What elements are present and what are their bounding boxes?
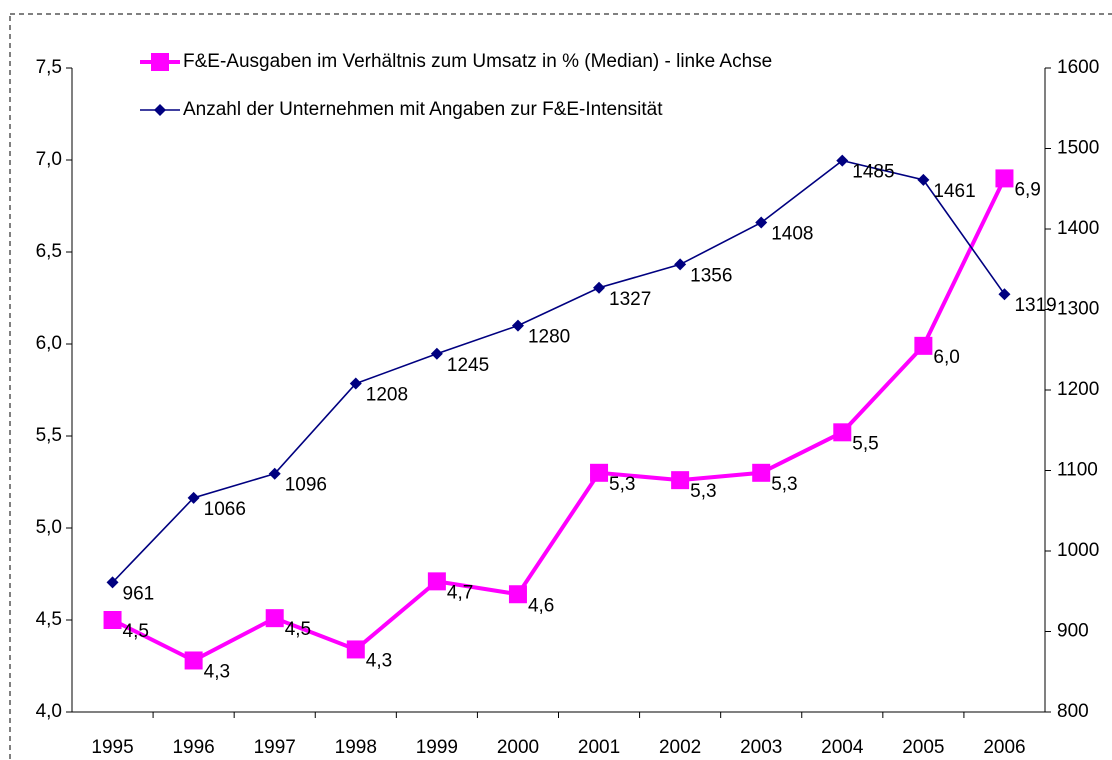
data-label: 6,9: [1014, 179, 1040, 200]
marker: [265, 609, 284, 628]
marker: [833, 423, 852, 442]
data-label: 1356: [690, 265, 732, 286]
y2-tick-label: 1300: [1057, 299, 1099, 320]
marker: [917, 173, 930, 186]
data-label: 1408: [771, 224, 813, 245]
marker: [914, 336, 933, 355]
marker: [590, 463, 609, 482]
marker: [106, 576, 119, 589]
data-label: 5,3: [609, 474, 635, 495]
y-tick-label: 5,0: [36, 517, 62, 538]
legend-marker: [154, 104, 166, 116]
y2-tick-label: 1000: [1057, 540, 1099, 561]
x-tick-label: 2002: [659, 737, 701, 758]
marker: [511, 319, 524, 332]
y2-tick-label: 900: [1057, 621, 1089, 642]
marker: [346, 640, 365, 659]
marker: [427, 572, 446, 591]
legend-marker: [151, 53, 169, 71]
y-tick-label: 7,0: [36, 149, 62, 170]
marker: [187, 491, 200, 504]
x-tick-label: 2001: [578, 737, 620, 758]
marker: [755, 216, 768, 229]
chart-border: [9, 13, 1112, 760]
marker: [836, 154, 849, 167]
data-label: 1461: [933, 181, 975, 202]
y-tick-label: 5,5: [36, 425, 62, 446]
x-tick-label: 2000: [497, 737, 539, 758]
data-label: 1208: [366, 385, 408, 406]
data-label: 5,3: [690, 481, 716, 502]
data-label: 1245: [447, 355, 489, 376]
data-label: 6,0: [933, 347, 959, 368]
marker: [508, 585, 527, 604]
data-label: 4,5: [123, 621, 149, 642]
data-label: 1319: [1014, 295, 1056, 316]
data-label: 5,3: [771, 474, 797, 495]
x-tick-label: 2006: [983, 737, 1025, 758]
y2-tick-label: 1600: [1057, 57, 1099, 78]
marker: [995, 169, 1014, 188]
data-label: 1280: [528, 327, 570, 348]
y2-tick-label: 800: [1057, 701, 1089, 722]
y2-tick-label: 1100: [1057, 460, 1098, 481]
x-tick-label: 2004: [821, 737, 864, 758]
y2-tick-label: 1400: [1057, 218, 1099, 239]
y-tick-label: 4,0: [36, 701, 62, 722]
data-label: 4,6: [528, 595, 554, 616]
y-tick-label: 6,0: [36, 333, 62, 354]
marker: [184, 651, 203, 670]
data-label: 1485: [852, 162, 894, 183]
x-tick-label: 1997: [254, 737, 296, 758]
data-label: 4,7: [447, 582, 473, 603]
y-tick-label: 4,5: [36, 609, 62, 630]
marker: [430, 347, 443, 360]
marker: [752, 463, 771, 482]
x-tick-label: 2003: [740, 737, 782, 758]
y-tick-label: 7,5: [36, 57, 62, 78]
y2-tick-label: 1200: [1057, 379, 1099, 400]
marker: [593, 281, 606, 294]
data-label: 1327: [609, 289, 651, 310]
legend-label: F&E-Ausgaben im Verhältnis zum Umsatz in…: [183, 51, 772, 72]
marker: [998, 288, 1011, 301]
marker: [349, 377, 362, 390]
x-tick-label: 1995: [91, 737, 133, 758]
x-tick-label: 1998: [335, 737, 377, 758]
series-line: [111, 177, 1007, 663]
data-label: 1066: [204, 499, 246, 520]
y2-tick-label: 1500: [1057, 138, 1099, 159]
data-label: 4,3: [366, 650, 392, 671]
legend-label: Anzahl der Unternehmen mit Angaben zur F…: [183, 99, 663, 120]
x-tick-label: 1999: [416, 737, 458, 758]
data-label: 1096: [285, 475, 327, 496]
y-tick-label: 6,5: [36, 241, 62, 262]
x-tick-label: 2005: [902, 737, 944, 758]
marker: [268, 467, 281, 480]
data-label: 4,3: [204, 661, 230, 682]
data-label: 961: [123, 583, 155, 604]
data-label: 4,5: [285, 619, 311, 640]
data-label: 5,5: [852, 433, 878, 454]
marker: [674, 258, 687, 271]
series-line: [111, 159, 1006, 583]
marker: [103, 611, 122, 629]
x-tick-label: 1996: [172, 737, 214, 758]
marker: [671, 471, 690, 490]
